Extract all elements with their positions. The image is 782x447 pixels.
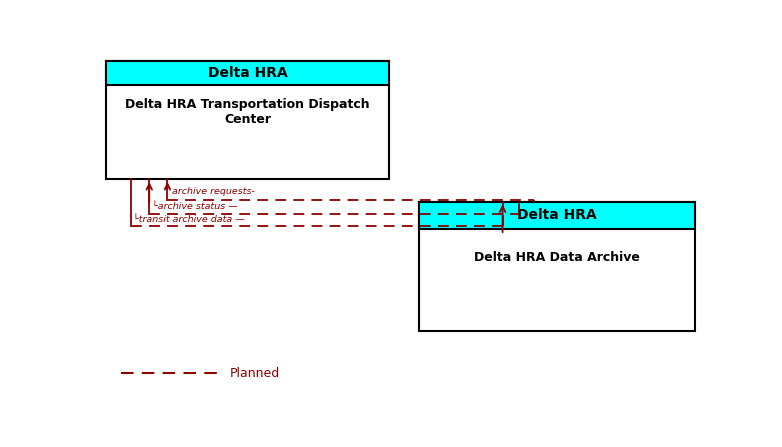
Text: Delta HRA Data Archive: Delta HRA Data Archive — [474, 251, 640, 264]
Text: Planned: Planned — [230, 367, 280, 380]
Text: Delta HRA Transportation Dispatch
Center: Delta HRA Transportation Dispatch Center — [125, 98, 370, 126]
Text: archive requests-: archive requests- — [172, 187, 255, 197]
Bar — [419, 202, 694, 331]
Text: Delta HRA: Delta HRA — [207, 66, 287, 80]
Bar — [106, 60, 389, 85]
Bar — [419, 202, 694, 229]
Text: └transit archive data —: └transit archive data — — [133, 215, 245, 224]
Text: └archive status —: └archive status — — [152, 202, 238, 211]
Text: Delta HRA: Delta HRA — [517, 208, 597, 222]
Bar — [106, 60, 389, 179]
